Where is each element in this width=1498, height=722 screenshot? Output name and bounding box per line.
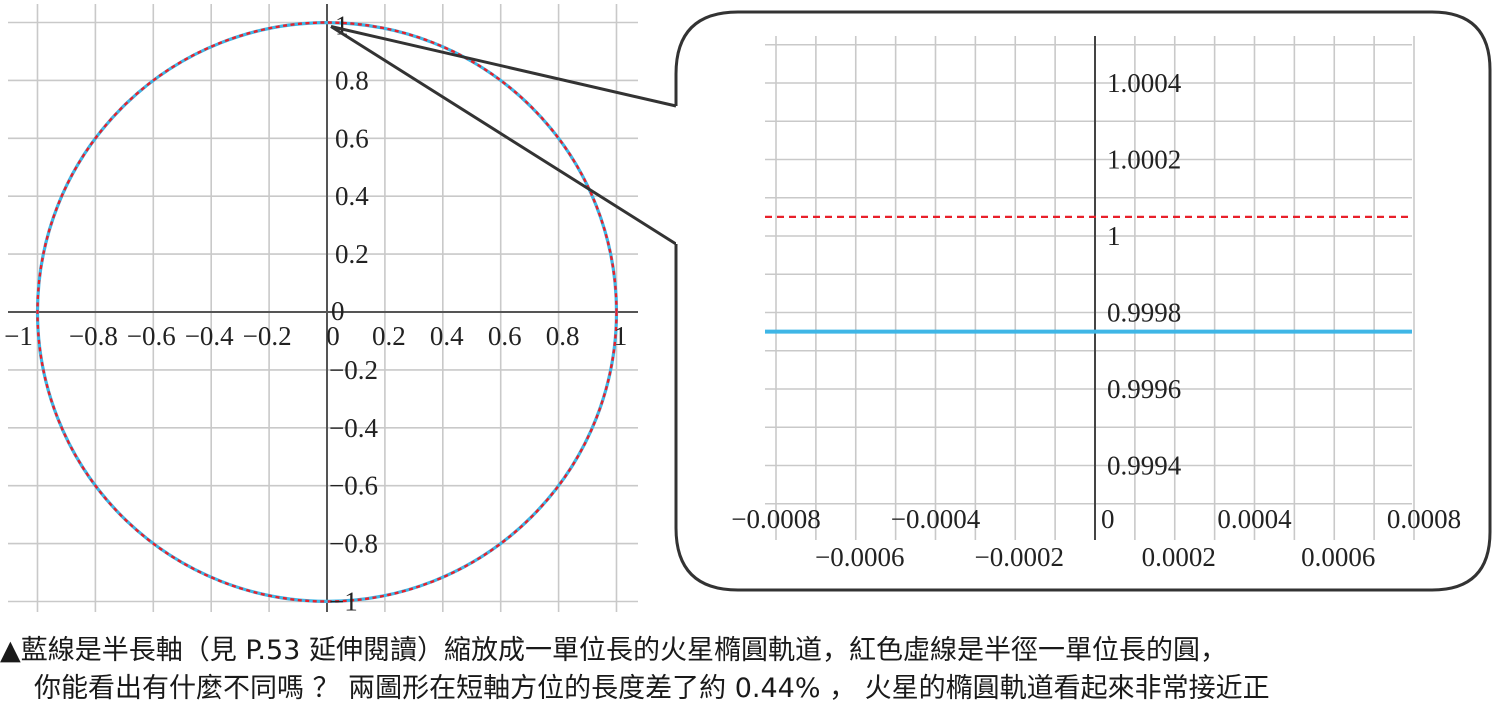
zoom-x-tick-label-lower: −0.0006 <box>815 542 904 572</box>
x-tick-label: −0.6 <box>127 321 176 351</box>
x-tick-label: 0.2 <box>372 321 406 351</box>
zoom-y-tick-label: 0.9998 <box>1107 298 1181 328</box>
y-tick-label: −0.6 <box>329 471 378 501</box>
zoom-x-tick-label-upper: 0 <box>1101 504 1115 534</box>
zoom-x-tick-label-lower: 0.0002 <box>1142 542 1216 572</box>
y-tick-label: 0.2 <box>335 239 369 269</box>
caption-text-1: 藍線是半長軸（見 P.53 延伸閱讀）縮放成一單位長的火星橢圓軌道，紅色虛線是半… <box>20 635 1227 666</box>
x-tick-label: 0.6 <box>488 321 522 351</box>
y-tick-label: −1 <box>329 587 358 617</box>
orbit-comparison-figure: −1 −0.8 −0.6 −0.4 −0.2 0 0.2 0.4 0.6 0.8 1 −1 −0.8 −0… <box>4 4 1492 617</box>
zoom-y-tick-label: 1.0002 <box>1107 145 1181 175</box>
x-tick-label: 0.4 <box>430 321 464 351</box>
zoom-y-tick-label: 1.0004 <box>1107 68 1182 98</box>
x-tick-label: −1 <box>4 321 33 351</box>
zoom-x-tick-label-upper: 0.0004 <box>1217 504 1292 534</box>
origin-label: 0 <box>331 296 345 326</box>
zoom-x-tick-label-upper: −0.0008 <box>731 504 820 534</box>
x-tick-label: −0.4 <box>185 321 234 351</box>
x-tick-label: −0.2 <box>243 321 292 351</box>
y-tick-label: 0.6 <box>335 123 369 153</box>
caption-marker: ▲ <box>0 635 21 666</box>
unit-circle-dashed <box>36 21 618 603</box>
x-tick-label: 1 <box>614 321 628 351</box>
zoom-callout-frame <box>674 10 1492 592</box>
callout-line-upper <box>330 25 677 108</box>
y-tick-label: −0.2 <box>329 355 378 385</box>
zoom-x-tick-label-upper: 0.0008 <box>1387 504 1461 534</box>
zoom-y-tick-label: 1 <box>1107 221 1121 251</box>
y-tick-label: 0.8 <box>335 65 369 95</box>
x-tick-label: 0 <box>326 321 340 351</box>
y-tick-label: −0.4 <box>329 413 378 443</box>
zoom-inset-plot: 0.9994 0.9996 0.9998 1 1.0002 1.0004 −0.0008 −0… <box>330 10 1492 592</box>
caption-line-1: ▲藍線是半長軸（見 P.53 延伸閱讀）縮放成一單位長的火星橢圓軌道，紅色虛線是… <box>0 632 1498 670</box>
caption-line-2: 你能看出有什麼不同嗎 ？ 兩圖形在短軸方位的長度差了約 0.44% ， 火星的橢… <box>34 673 1270 704</box>
y-tick-label: −0.8 <box>329 529 378 559</box>
callout-line-lower <box>330 25 677 246</box>
zoom-x-tick-label-upper: −0.0004 <box>891 504 981 534</box>
figure-caption: ▲藍線是半長軸（見 P.53 延伸閱讀）縮放成一單位長的火星橢圓軌道，紅色虛線是… <box>0 632 1498 708</box>
y-tick-label: 1 <box>335 11 349 41</box>
zoom-y-tick-label: 0.9994 <box>1107 451 1182 481</box>
full-orbit-plot: −1 −0.8 −0.6 −0.4 −0.2 0 0.2 0.4 0.6 0.8 1 −1 −0.8 −0… <box>4 4 638 617</box>
zoom-x-tick-label-lower: 0.0006 <box>1301 542 1375 572</box>
x-tick-label: 0.8 <box>546 321 580 351</box>
zoom-y-tick-label: 0.9996 <box>1107 374 1181 404</box>
zoom-x-tick-label-lower: −0.0002 <box>975 542 1064 572</box>
x-tick-label: −0.8 <box>69 321 118 351</box>
y-tick-label: 0.4 <box>335 181 369 211</box>
